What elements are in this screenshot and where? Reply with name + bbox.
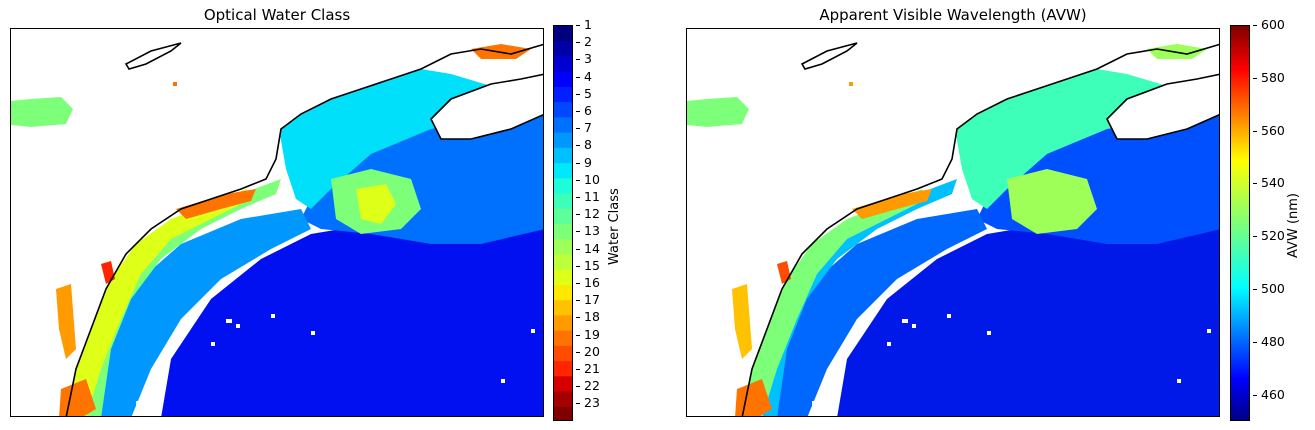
lake-outline xyxy=(124,42,182,70)
deep-ocean-region xyxy=(837,194,1219,416)
right-map xyxy=(686,28,1220,417)
colorbar-tick-label: 1 xyxy=(576,17,592,32)
colorbar-swatch xyxy=(554,345,572,362)
colorbar-tick-label: 19 xyxy=(576,326,600,342)
colorbar-swatch xyxy=(554,269,572,286)
colorbar-tick-label: 520 xyxy=(1253,228,1285,244)
chesapeake-patch xyxy=(732,284,752,359)
coastal-band xyxy=(727,189,927,416)
colorbar-swatch xyxy=(554,330,572,347)
chesapeake-patch xyxy=(56,284,76,359)
colorbar-swatch xyxy=(554,239,572,255)
colorbar-swatch xyxy=(554,163,572,179)
left-panel-title: Optical Water Class xyxy=(203,6,351,24)
great-lakes-patch xyxy=(11,97,73,127)
colorbar-swatch xyxy=(554,86,572,103)
colorbar-tick-label: 3 xyxy=(576,51,592,67)
colorbar-tick-label: 11 xyxy=(576,189,600,204)
cloud-pixels xyxy=(812,314,1211,411)
nova-scotia-land xyxy=(1107,74,1219,139)
colorbar-tick-label: 21 xyxy=(576,361,600,376)
bay-of-fundy-patch xyxy=(1147,44,1207,59)
left-map xyxy=(10,28,544,417)
colorbar-swatch xyxy=(554,193,572,210)
isolated-pixel xyxy=(173,82,177,86)
colorbar-tick-label: 12 xyxy=(576,206,600,222)
land-mass xyxy=(687,29,1219,416)
land-mass xyxy=(11,29,543,416)
colorbar-tick-label: 500 xyxy=(1253,281,1285,296)
cloud-pixels xyxy=(136,314,535,411)
nova-scotia-coastline xyxy=(430,73,543,140)
colorbar-swatch xyxy=(554,315,572,332)
colorbar-tick-label: 460 xyxy=(1253,386,1285,402)
left-colorbar xyxy=(553,25,573,421)
nova-scotia-coastline xyxy=(1106,73,1219,140)
colorbar-swatch xyxy=(554,56,572,73)
coastline xyxy=(741,43,1219,416)
right-panel-title: Apparent Visible Wavelength (AVW) xyxy=(819,6,1087,24)
colorbar-tick-label: 480 xyxy=(1253,333,1285,349)
isolated-pixel xyxy=(849,82,853,86)
colorbar-swatch xyxy=(554,208,572,225)
nova-scotia-land xyxy=(431,74,543,139)
right-colorbar-label: AVW (nm) xyxy=(1286,193,1301,258)
colorbar-swatch xyxy=(554,178,572,195)
coastline xyxy=(65,43,543,416)
colorbar-tick-label: 10 xyxy=(576,171,600,187)
colorbar-swatch xyxy=(554,406,572,420)
shelf-water-region xyxy=(777,209,987,416)
colorbar-tick-label: 600 xyxy=(1253,17,1285,32)
colorbar-tick-label: 7 xyxy=(576,120,592,136)
colorbar-tick-label: 15 xyxy=(576,257,600,273)
colorbar-swatch xyxy=(554,254,572,271)
colorbar-swatch xyxy=(554,132,572,149)
right-colorbar xyxy=(1230,25,1250,421)
colorbar-tick-label: 560 xyxy=(1253,122,1285,138)
colorbar-tick-label: 22 xyxy=(576,378,600,394)
georges-bank-region xyxy=(1007,169,1097,234)
colorbar-swatch xyxy=(554,102,572,118)
bay-of-fundy-patch xyxy=(471,44,531,59)
coastal-band xyxy=(51,189,251,416)
colorbar-tick-label: 18 xyxy=(576,309,600,325)
colorbar-tick-label: 4 xyxy=(576,68,592,84)
colorbar-tick-label: 17 xyxy=(576,292,600,308)
colorbar-tick-label: 14 xyxy=(576,240,600,256)
colorbar-tick-label: 540 xyxy=(1253,175,1285,191)
colorbar-swatch xyxy=(554,117,572,134)
colorbar-tick-label: 5 xyxy=(576,85,592,101)
deep-ocean-region xyxy=(161,194,543,416)
colorbar-swatch xyxy=(554,224,572,240)
colorbar-swatch xyxy=(554,71,572,88)
colorbar-tick-label: 13 xyxy=(576,223,600,239)
georges-bank-core xyxy=(356,184,396,224)
colorbar-tick-label: 23 xyxy=(576,395,600,411)
colorbar-swatch xyxy=(554,391,572,408)
colorbar-swatch xyxy=(554,361,572,377)
colorbar-swatch xyxy=(554,376,572,393)
lake-outline xyxy=(800,42,858,70)
colorbar-tick-label: 9 xyxy=(576,154,592,170)
colorbar-tick-label: 6 xyxy=(576,103,592,118)
left-colorbar-label: Water Class xyxy=(607,188,622,265)
colorbar-tick-label: 8 xyxy=(576,137,592,153)
colorbar-tick-label: 20 xyxy=(576,343,600,359)
shelf-water-region xyxy=(101,209,311,416)
colorbar-tick-label: 16 xyxy=(576,275,600,290)
colorbar-tick-label: 580 xyxy=(1253,69,1285,85)
long-island-sound xyxy=(176,189,256,219)
colorbar-swatch xyxy=(554,147,572,164)
colorbar-swatch xyxy=(554,26,572,42)
colorbar-swatch xyxy=(554,300,572,316)
colorbar-tick-label: 2 xyxy=(576,34,592,50)
colorbar-swatch xyxy=(554,284,572,301)
great-lakes-patch xyxy=(687,97,749,127)
colorbar-swatch xyxy=(554,41,572,57)
long-island-sound xyxy=(852,189,932,219)
